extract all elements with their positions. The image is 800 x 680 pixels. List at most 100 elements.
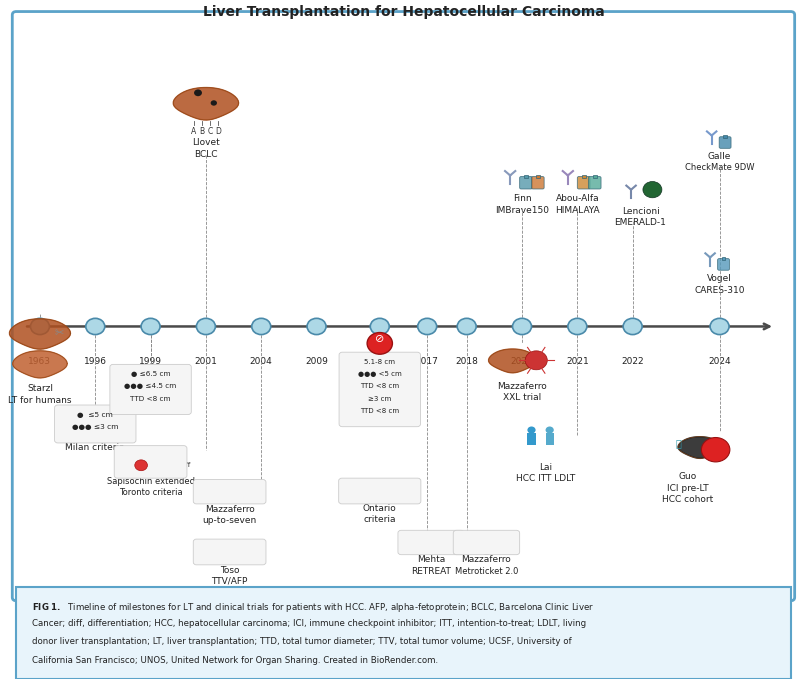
Bar — [16, 588, 790, 679]
Text: Toso: Toso — [220, 566, 239, 575]
Text: Vogel: Vogel — [707, 274, 732, 284]
Text: Milan criteria: Milan criteria — [66, 443, 125, 452]
Circle shape — [367, 333, 393, 354]
Text: 🐦 ≤145 cm³: 🐦 ≤145 cm³ — [358, 485, 401, 492]
Circle shape — [525, 351, 547, 370]
Bar — [546, 432, 554, 445]
Circle shape — [546, 426, 554, 434]
FancyBboxPatch shape — [12, 12, 794, 600]
Text: 2021: 2021 — [566, 357, 589, 366]
FancyBboxPatch shape — [194, 539, 266, 565]
Text: 2001: 2001 — [194, 357, 218, 366]
FancyBboxPatch shape — [588, 177, 601, 189]
Bar — [582, 175, 586, 178]
Text: CARES-310: CARES-310 — [694, 286, 745, 295]
Circle shape — [307, 318, 326, 335]
Circle shape — [623, 318, 642, 335]
Text: EMERALD-1: EMERALD-1 — [614, 218, 666, 227]
Circle shape — [141, 318, 160, 335]
FancyBboxPatch shape — [520, 177, 532, 189]
Text: 🔍: 🔍 — [425, 545, 430, 554]
Text: BCLC: BCLC — [194, 150, 218, 159]
Text: ✿+# < 7: ✿+# < 7 — [212, 486, 247, 492]
Text: XXL trial: XXL trial — [503, 393, 541, 402]
FancyBboxPatch shape — [339, 352, 421, 426]
Text: Mazzaferro: Mazzaferro — [205, 505, 254, 513]
Circle shape — [513, 318, 531, 335]
Circle shape — [643, 182, 662, 198]
FancyBboxPatch shape — [114, 445, 187, 478]
Polygon shape — [174, 88, 238, 120]
Text: ✿+# no limit: ✿+# no limit — [126, 456, 174, 462]
Text: 2009: 2009 — [305, 357, 328, 366]
Text: 1963: 1963 — [29, 357, 51, 366]
Text: downstaging: downstaging — [350, 406, 409, 415]
Text: HIMALAYA: HIMALAYA — [555, 206, 600, 215]
Text: 🐦 ≤400 ng/mL: 🐦 ≤400 ng/mL — [204, 555, 255, 561]
Text: 1996: 1996 — [84, 357, 106, 366]
Text: poor diff: poor diff — [160, 462, 190, 468]
FancyBboxPatch shape — [54, 405, 136, 443]
Text: 2022: 2022 — [622, 357, 644, 366]
Circle shape — [194, 90, 202, 96]
Text: Ontario: Ontario — [363, 504, 397, 513]
FancyBboxPatch shape — [718, 258, 730, 270]
Polygon shape — [13, 351, 67, 378]
Text: ●●● ≤4.5 cm: ●●● ≤4.5 cm — [125, 384, 177, 390]
FancyBboxPatch shape — [719, 137, 731, 148]
Bar — [524, 175, 528, 178]
Bar — [723, 135, 727, 138]
Text: Sapisochin extended: Sapisochin extended — [106, 477, 194, 486]
Text: Liver Transplantation for Hepatocellular Carcinoma: Liver Transplantation for Hepatocellular… — [202, 5, 604, 19]
FancyBboxPatch shape — [531, 177, 544, 189]
Text: Mazzaferro: Mazzaferro — [70, 431, 120, 441]
Text: Lencioni: Lencioni — [622, 207, 659, 216]
Text: Cancer; diff, differentiation; HCC, hepatocellular carcinoma; ICI, immune checkp: Cancer; diff, differentiation; HCC, hepa… — [32, 619, 586, 628]
Circle shape — [418, 318, 437, 335]
Text: TTV/AFP: TTV/AFP — [211, 577, 248, 585]
Text: Mazzaferro: Mazzaferro — [462, 556, 511, 564]
Text: A: A — [191, 126, 197, 136]
Text: 1999: 1999 — [139, 357, 162, 366]
Circle shape — [30, 318, 50, 335]
Text: TTD <8 cm: TTD <8 cm — [130, 396, 171, 401]
Text: 🐦 ≤1000 ng/mL: 🐦 ≤1000 ng/mL — [352, 494, 408, 501]
Text: 🫁: 🫁 — [437, 545, 442, 554]
Text: 2017: 2017 — [416, 357, 438, 366]
Text: ● ≤6.5 cm: ● ≤6.5 cm — [131, 371, 170, 377]
Text: Llovet: Llovet — [192, 138, 220, 147]
Circle shape — [197, 318, 215, 335]
Circle shape — [370, 318, 390, 335]
Text: 2024: 2024 — [708, 357, 731, 366]
FancyBboxPatch shape — [398, 530, 464, 555]
Circle shape — [702, 437, 730, 462]
Text: ✂: ✂ — [55, 328, 64, 338]
Text: Starzl: Starzl — [27, 384, 53, 393]
Text: $\bf{FIG\ 1.}$  Timeline of milestones for LT and clinical trials for patients w: $\bf{FIG\ 1.}$ Timeline of milestones fo… — [32, 600, 594, 614]
Bar — [593, 175, 597, 178]
Text: RETREAT: RETREAT — [411, 567, 451, 576]
Circle shape — [568, 318, 587, 335]
Text: Mazzaferro: Mazzaferro — [497, 382, 547, 391]
FancyBboxPatch shape — [578, 177, 590, 189]
FancyBboxPatch shape — [454, 530, 520, 555]
Text: ●●● <5 cm: ●●● <5 cm — [358, 371, 402, 377]
Bar — [536, 175, 540, 178]
Text: criteria: criteria — [363, 515, 396, 524]
Text: Toronto criteria: Toronto criteria — [118, 488, 182, 497]
Circle shape — [527, 426, 536, 434]
Text: HCC cohort: HCC cohort — [662, 495, 714, 504]
Circle shape — [86, 318, 105, 335]
Text: CheckMate 9DW: CheckMate 9DW — [685, 163, 754, 172]
Circle shape — [710, 318, 729, 335]
Text: HCC ITT LDLT: HCC ITT LDLT — [516, 474, 575, 483]
Circle shape — [252, 318, 270, 335]
Circle shape — [210, 100, 217, 105]
Text: Lai: Lai — [539, 463, 552, 472]
Polygon shape — [489, 349, 537, 373]
FancyBboxPatch shape — [338, 478, 421, 504]
Text: ●  ≤5 cm: ● ≤5 cm — [78, 412, 114, 418]
Text: D: D — [215, 126, 221, 136]
Text: Metroticket 2.0: Metroticket 2.0 — [454, 567, 518, 576]
Text: 5.1-8 cm: 5.1-8 cm — [364, 359, 395, 365]
